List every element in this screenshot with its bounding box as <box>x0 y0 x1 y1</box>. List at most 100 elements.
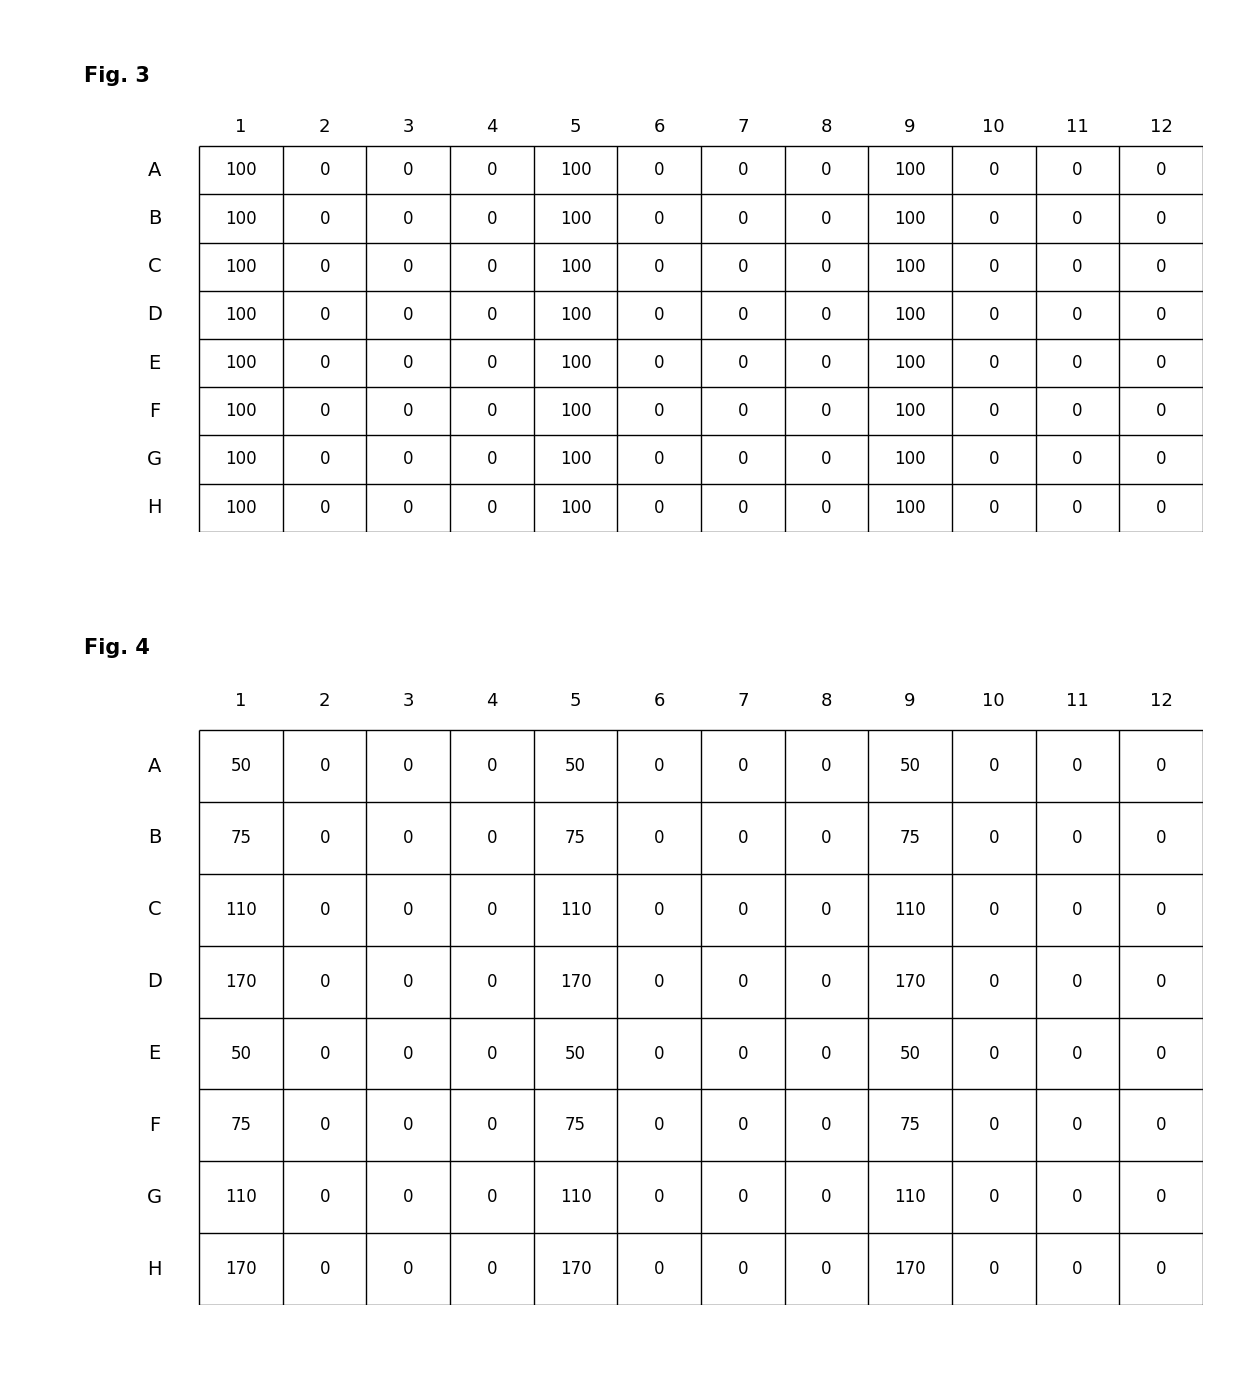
Text: 0: 0 <box>821 210 832 228</box>
Text: 0: 0 <box>988 402 999 420</box>
Text: 0: 0 <box>738 1188 748 1206</box>
Text: 0: 0 <box>403 162 413 180</box>
Text: 1: 1 <box>236 117 247 135</box>
Text: 0: 0 <box>821 900 832 918</box>
Text: A: A <box>148 160 161 180</box>
Text: 0: 0 <box>1073 258 1083 276</box>
Text: 100: 100 <box>559 402 591 420</box>
Text: 100: 100 <box>559 499 591 516</box>
Text: 0: 0 <box>738 499 748 516</box>
Text: 100: 100 <box>226 450 257 468</box>
Text: 0: 0 <box>403 1259 413 1277</box>
Text: 100: 100 <box>559 307 591 325</box>
Text: 0: 0 <box>738 258 748 276</box>
Text: 0: 0 <box>486 450 497 468</box>
Text: 100: 100 <box>894 162 926 180</box>
Text: 100: 100 <box>559 450 591 468</box>
Text: 0: 0 <box>738 972 748 990</box>
Text: 0: 0 <box>1156 210 1167 228</box>
Text: 0: 0 <box>738 757 748 775</box>
Text: H: H <box>148 1259 161 1279</box>
Text: 0: 0 <box>1156 450 1167 468</box>
Text: 100: 100 <box>894 210 926 228</box>
Text: 0: 0 <box>486 210 497 228</box>
Text: 0: 0 <box>738 307 748 325</box>
Text: 0: 0 <box>988 210 999 228</box>
Text: 100: 100 <box>559 162 591 180</box>
Text: 3: 3 <box>403 692 414 710</box>
Text: 0: 0 <box>1156 900 1167 918</box>
Text: 0: 0 <box>821 402 832 420</box>
Text: 0: 0 <box>653 402 665 420</box>
Text: 0: 0 <box>1156 1116 1167 1134</box>
Text: 0: 0 <box>320 1116 330 1134</box>
Text: 110: 110 <box>559 900 591 918</box>
Text: 0: 0 <box>486 757 497 775</box>
Text: 75: 75 <box>565 829 587 847</box>
Text: 0: 0 <box>486 1116 497 1134</box>
Text: 0: 0 <box>653 499 665 516</box>
Text: 0: 0 <box>320 162 330 180</box>
Text: 110: 110 <box>559 1188 591 1206</box>
Text: 0: 0 <box>403 258 413 276</box>
Text: 0: 0 <box>653 258 665 276</box>
Text: 100: 100 <box>559 354 591 371</box>
Text: C: C <box>148 900 161 920</box>
Text: 0: 0 <box>821 1044 832 1062</box>
Text: 0: 0 <box>988 1188 999 1206</box>
Text: 0: 0 <box>653 450 665 468</box>
Text: 0: 0 <box>1156 829 1167 847</box>
Text: 0: 0 <box>821 1259 832 1277</box>
Text: 0: 0 <box>1073 162 1083 180</box>
Text: 7: 7 <box>737 692 749 710</box>
Text: 0: 0 <box>1073 402 1083 420</box>
Text: 0: 0 <box>821 307 832 325</box>
Text: 0: 0 <box>320 499 330 516</box>
Text: 5: 5 <box>570 117 582 135</box>
Text: 0: 0 <box>403 354 413 371</box>
Text: 0: 0 <box>486 162 497 180</box>
Text: 0: 0 <box>403 210 413 228</box>
Text: 0: 0 <box>653 972 665 990</box>
Text: 0: 0 <box>320 972 330 990</box>
Text: 0: 0 <box>320 757 330 775</box>
Text: 0: 0 <box>653 210 665 228</box>
Text: 0: 0 <box>403 499 413 516</box>
Text: 0: 0 <box>1073 307 1083 325</box>
Text: 0: 0 <box>1073 450 1083 468</box>
Text: 4: 4 <box>486 117 497 135</box>
Text: Fig. 4: Fig. 4 <box>84 638 150 657</box>
Text: 0: 0 <box>821 499 832 516</box>
Text: 0: 0 <box>988 829 999 847</box>
Text: 0: 0 <box>1156 307 1167 325</box>
Text: 0: 0 <box>486 1259 497 1277</box>
Text: 0: 0 <box>320 402 330 420</box>
Text: 3: 3 <box>403 117 414 135</box>
Text: 170: 170 <box>894 1259 926 1277</box>
Text: 0: 0 <box>1156 499 1167 516</box>
Text: 0: 0 <box>738 450 748 468</box>
Text: 11: 11 <box>1066 117 1089 135</box>
Text: 0: 0 <box>1073 1116 1083 1134</box>
Text: 0: 0 <box>1156 258 1167 276</box>
Text: 0: 0 <box>486 1188 497 1206</box>
Text: 0: 0 <box>738 402 748 420</box>
Text: 0: 0 <box>1073 1259 1083 1277</box>
Text: 0: 0 <box>320 829 330 847</box>
Text: D: D <box>148 305 162 325</box>
Text: 0: 0 <box>1073 354 1083 371</box>
Text: 100: 100 <box>894 258 926 276</box>
Text: 1: 1 <box>236 692 247 710</box>
Text: 110: 110 <box>226 1188 257 1206</box>
Text: 0: 0 <box>1156 1188 1167 1206</box>
Text: 0: 0 <box>403 402 413 420</box>
Text: 0: 0 <box>988 1259 999 1277</box>
Text: 100: 100 <box>226 210 257 228</box>
Text: 100: 100 <box>226 499 257 516</box>
Text: 0: 0 <box>738 162 748 180</box>
Text: 8: 8 <box>821 117 832 135</box>
Text: F: F <box>149 402 160 421</box>
Text: 170: 170 <box>559 1259 591 1277</box>
Text: 0: 0 <box>988 1116 999 1134</box>
Text: 0: 0 <box>1156 1259 1167 1277</box>
